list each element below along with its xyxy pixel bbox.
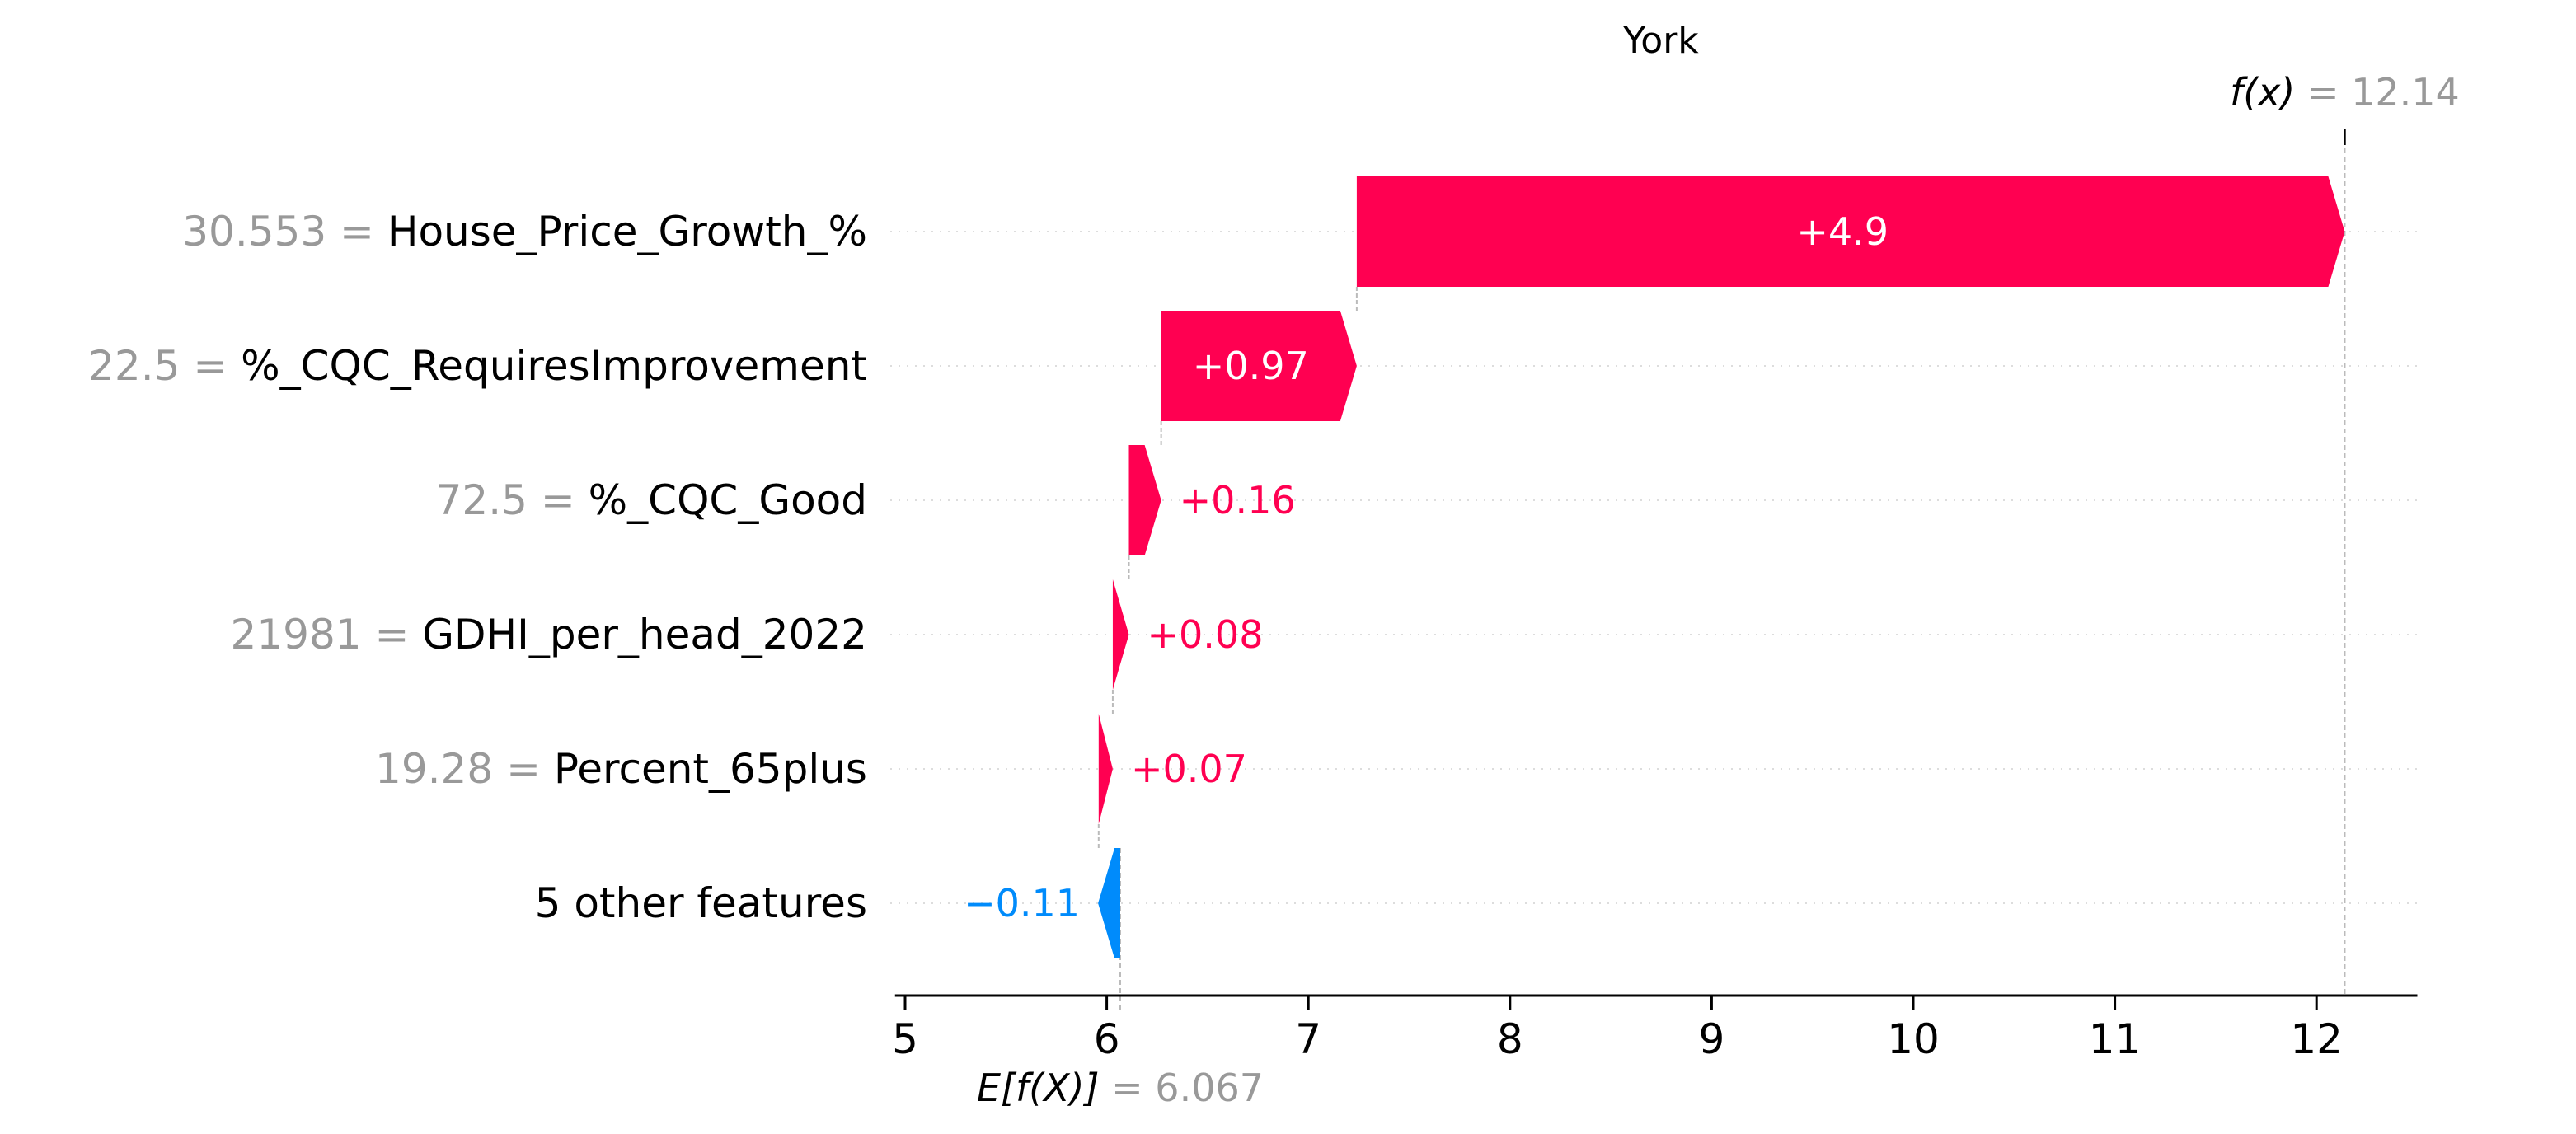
shap-value-label: −0.11 <box>964 881 1080 925</box>
feature-labels: 30.553 = House_Price_Growth_% 22.5 = %_CQ… <box>88 208 867 927</box>
feature-label: 19.28 = Percent_65plus <box>375 745 867 793</box>
x-tick-label: 11 <box>2089 1015 2142 1063</box>
shap-value-label: +0.16 <box>1180 478 1296 522</box>
x-tick-label: 7 <box>1295 1015 1321 1063</box>
shap-value-label: +0.07 <box>1131 747 1247 791</box>
x-tick-label: 9 <box>1698 1015 1724 1063</box>
feature-name: 5 other features <box>535 879 867 927</box>
base-value-label: E[f(X)] = 6.067 <box>977 1066 1264 1110</box>
shap-value-label: +4.9 <box>1796 209 1889 254</box>
shap-value-label: +0.97 <box>1193 344 1309 388</box>
feature-label: 21981 = GDHI_per_head_2022 <box>231 611 867 658</box>
contribution-bars <box>1098 176 2345 958</box>
bar-positive <box>1161 311 1357 421</box>
feature-name: House_Price_Growth_% <box>387 208 867 255</box>
value-annotations: +4.9 +0.97 +0.16 +0.08 +0.07 −0.11 f(x) = 12.1… <box>964 70 2460 1110</box>
feature-label: 5 other features <box>535 879 867 927</box>
feature-value: 30.553 = <box>182 208 387 255</box>
feature-value: 21981 = <box>231 611 423 658</box>
x-tick-label: 12 <box>2290 1015 2343 1063</box>
bar-connectors <box>1097 287 1358 848</box>
final-value-label: f(x) = 12.14 <box>2230 70 2460 115</box>
bar-positive <box>1128 445 1161 555</box>
bar-negative <box>1098 848 1120 958</box>
chart-title: York <box>1622 20 1699 62</box>
feature-value: 72.5 = <box>436 476 589 524</box>
bar-positive <box>1112 579 1129 690</box>
x-tick-label: 5 <box>892 1015 918 1063</box>
x-tick-label: 10 <box>1887 1015 1940 1063</box>
feature-name: GDHI_per_head_2022 <box>422 611 867 658</box>
x-tick-label: 6 <box>1094 1015 1120 1063</box>
x-tick-label: 8 <box>1497 1015 1523 1063</box>
feature-name: %_CQC_Good <box>589 476 867 524</box>
row-gridlines <box>890 231 2424 904</box>
feature-label: 72.5 = %_CQC_Good <box>436 476 867 524</box>
feature-name: Percent_65plus <box>554 745 867 793</box>
bar-positive <box>1098 714 1113 824</box>
feature-value: 22.5 = <box>88 342 241 390</box>
x-axis: 5 6 7 8 9 10 11 12 <box>892 994 2418 1063</box>
feature-label: 30.553 = House_Price_Growth_% <box>182 208 867 255</box>
feature-label: 22.5 = %_CQC_RequiresImprovement <box>88 342 867 390</box>
shap-value-label: +0.08 <box>1147 612 1264 657</box>
bar-positive <box>1356 176 2345 287</box>
feature-name: %_CQC_RequiresImprovement <box>241 342 867 390</box>
feature-value: 19.28 = <box>375 745 554 793</box>
